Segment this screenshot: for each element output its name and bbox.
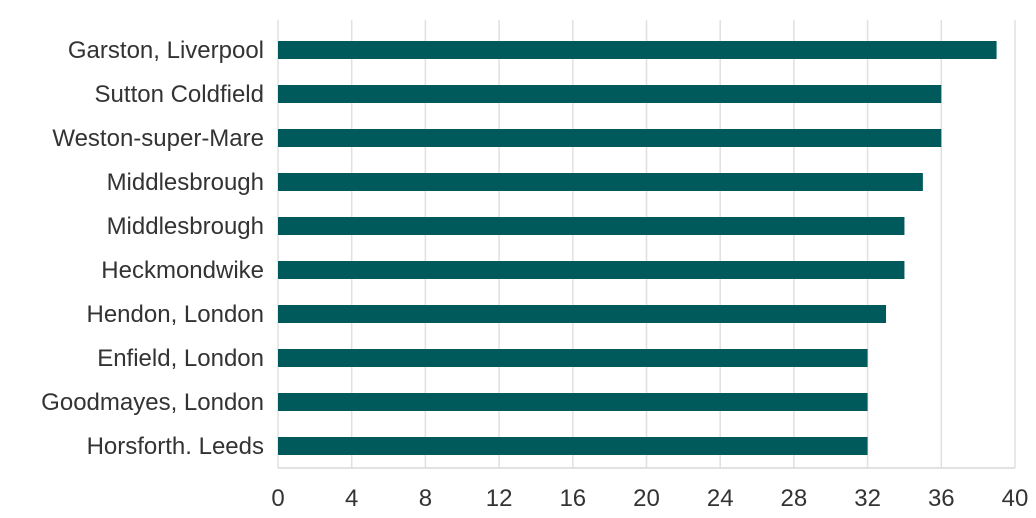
category-labels: Garston, Liverpool Sutton Coldfield Weston…	[41, 37, 264, 460]
category-label: Sutton Coldfield	[95, 81, 264, 108]
category-label: Garston, Liverpool	[68, 37, 264, 64]
bar	[278, 437, 868, 455]
bars	[278, 41, 997, 455]
x-tick-label: 36	[928, 485, 955, 512]
category-label: Weston-super-Mare	[52, 125, 264, 152]
bar	[278, 217, 905, 235]
bar	[278, 393, 868, 411]
category-label: Enfield, London	[97, 345, 264, 372]
x-tick-label: 16	[559, 485, 586, 512]
x-axis-ticks: 0 4 8 12 16 20 24 28 32 36 40	[271, 485, 1028, 512]
bar	[278, 129, 942, 147]
category-label: Heckmondwike	[101, 257, 264, 284]
bar	[278, 173, 923, 191]
category-label: Goodmayes, London	[41, 389, 264, 416]
category-label: Hendon, London	[87, 301, 265, 328]
x-tick-label: 28	[781, 485, 808, 512]
x-tick-label: 8	[419, 485, 432, 512]
bar	[278, 41, 997, 59]
x-tick-label: 32	[854, 485, 881, 512]
category-label: Middlesbrough	[107, 169, 264, 196]
category-label: Horsforth. Leeds	[87, 433, 264, 460]
x-tick-label: 20	[633, 485, 660, 512]
category-label: Middlesbrough	[107, 213, 264, 240]
x-tick-label: 40	[1002, 485, 1029, 512]
x-tick-label: 12	[486, 485, 513, 512]
bar	[278, 85, 942, 103]
x-tick-label: 0	[271, 485, 284, 512]
x-tick-label: 4	[345, 485, 358, 512]
bar	[278, 305, 887, 323]
bar	[278, 261, 905, 279]
x-tick-label: 24	[707, 485, 734, 512]
bar	[278, 349, 868, 367]
